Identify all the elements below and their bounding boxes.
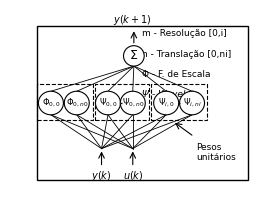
Ellipse shape <box>154 91 179 115</box>
Text: $\Psi_{0,0}$: $\Psi_{0,0}$ <box>99 97 117 109</box>
Bar <box>151 84 207 120</box>
Text: $u(k)$: $u(k)$ <box>123 169 143 182</box>
Ellipse shape <box>38 91 63 115</box>
Text: $\Sigma$: $\Sigma$ <box>129 49 138 62</box>
Bar <box>95 84 149 120</box>
Ellipse shape <box>96 91 120 115</box>
Text: $y(k)$: $y(k)$ <box>91 169 112 183</box>
Text: $\Psi_{i,0}$: $\Psi_{i,0}$ <box>158 97 175 109</box>
Text: m - Resolução [0,i]: m - Resolução [0,i] <box>143 29 227 38</box>
Text: $y(k+1)$: $y(k+1)$ <box>113 13 152 27</box>
Text: $\Phi_{0,0}$: $\Phi_{0,0}$ <box>41 97 60 109</box>
Text: Ψ - Wavelets: Ψ - Wavelets <box>143 90 200 100</box>
Ellipse shape <box>64 91 89 115</box>
Text: n - Translação [0,ni]: n - Translação [0,ni] <box>143 50 232 59</box>
Bar <box>37 84 93 120</box>
Text: Φ - F. de Escala: Φ - F. de Escala <box>143 70 211 79</box>
Text: $\Psi_{0,n0}$: $\Psi_{0,n0}$ <box>121 97 144 109</box>
Text: $\Psi_{i,ni}$: $\Psi_{i,ni}$ <box>183 97 201 109</box>
Ellipse shape <box>120 91 145 115</box>
Text: $\Phi_{0,n0}$: $\Phi_{0,n0}$ <box>66 97 88 109</box>
Text: Pesos
unitários: Pesos unitários <box>196 143 236 162</box>
Ellipse shape <box>180 91 205 115</box>
Ellipse shape <box>123 46 144 66</box>
